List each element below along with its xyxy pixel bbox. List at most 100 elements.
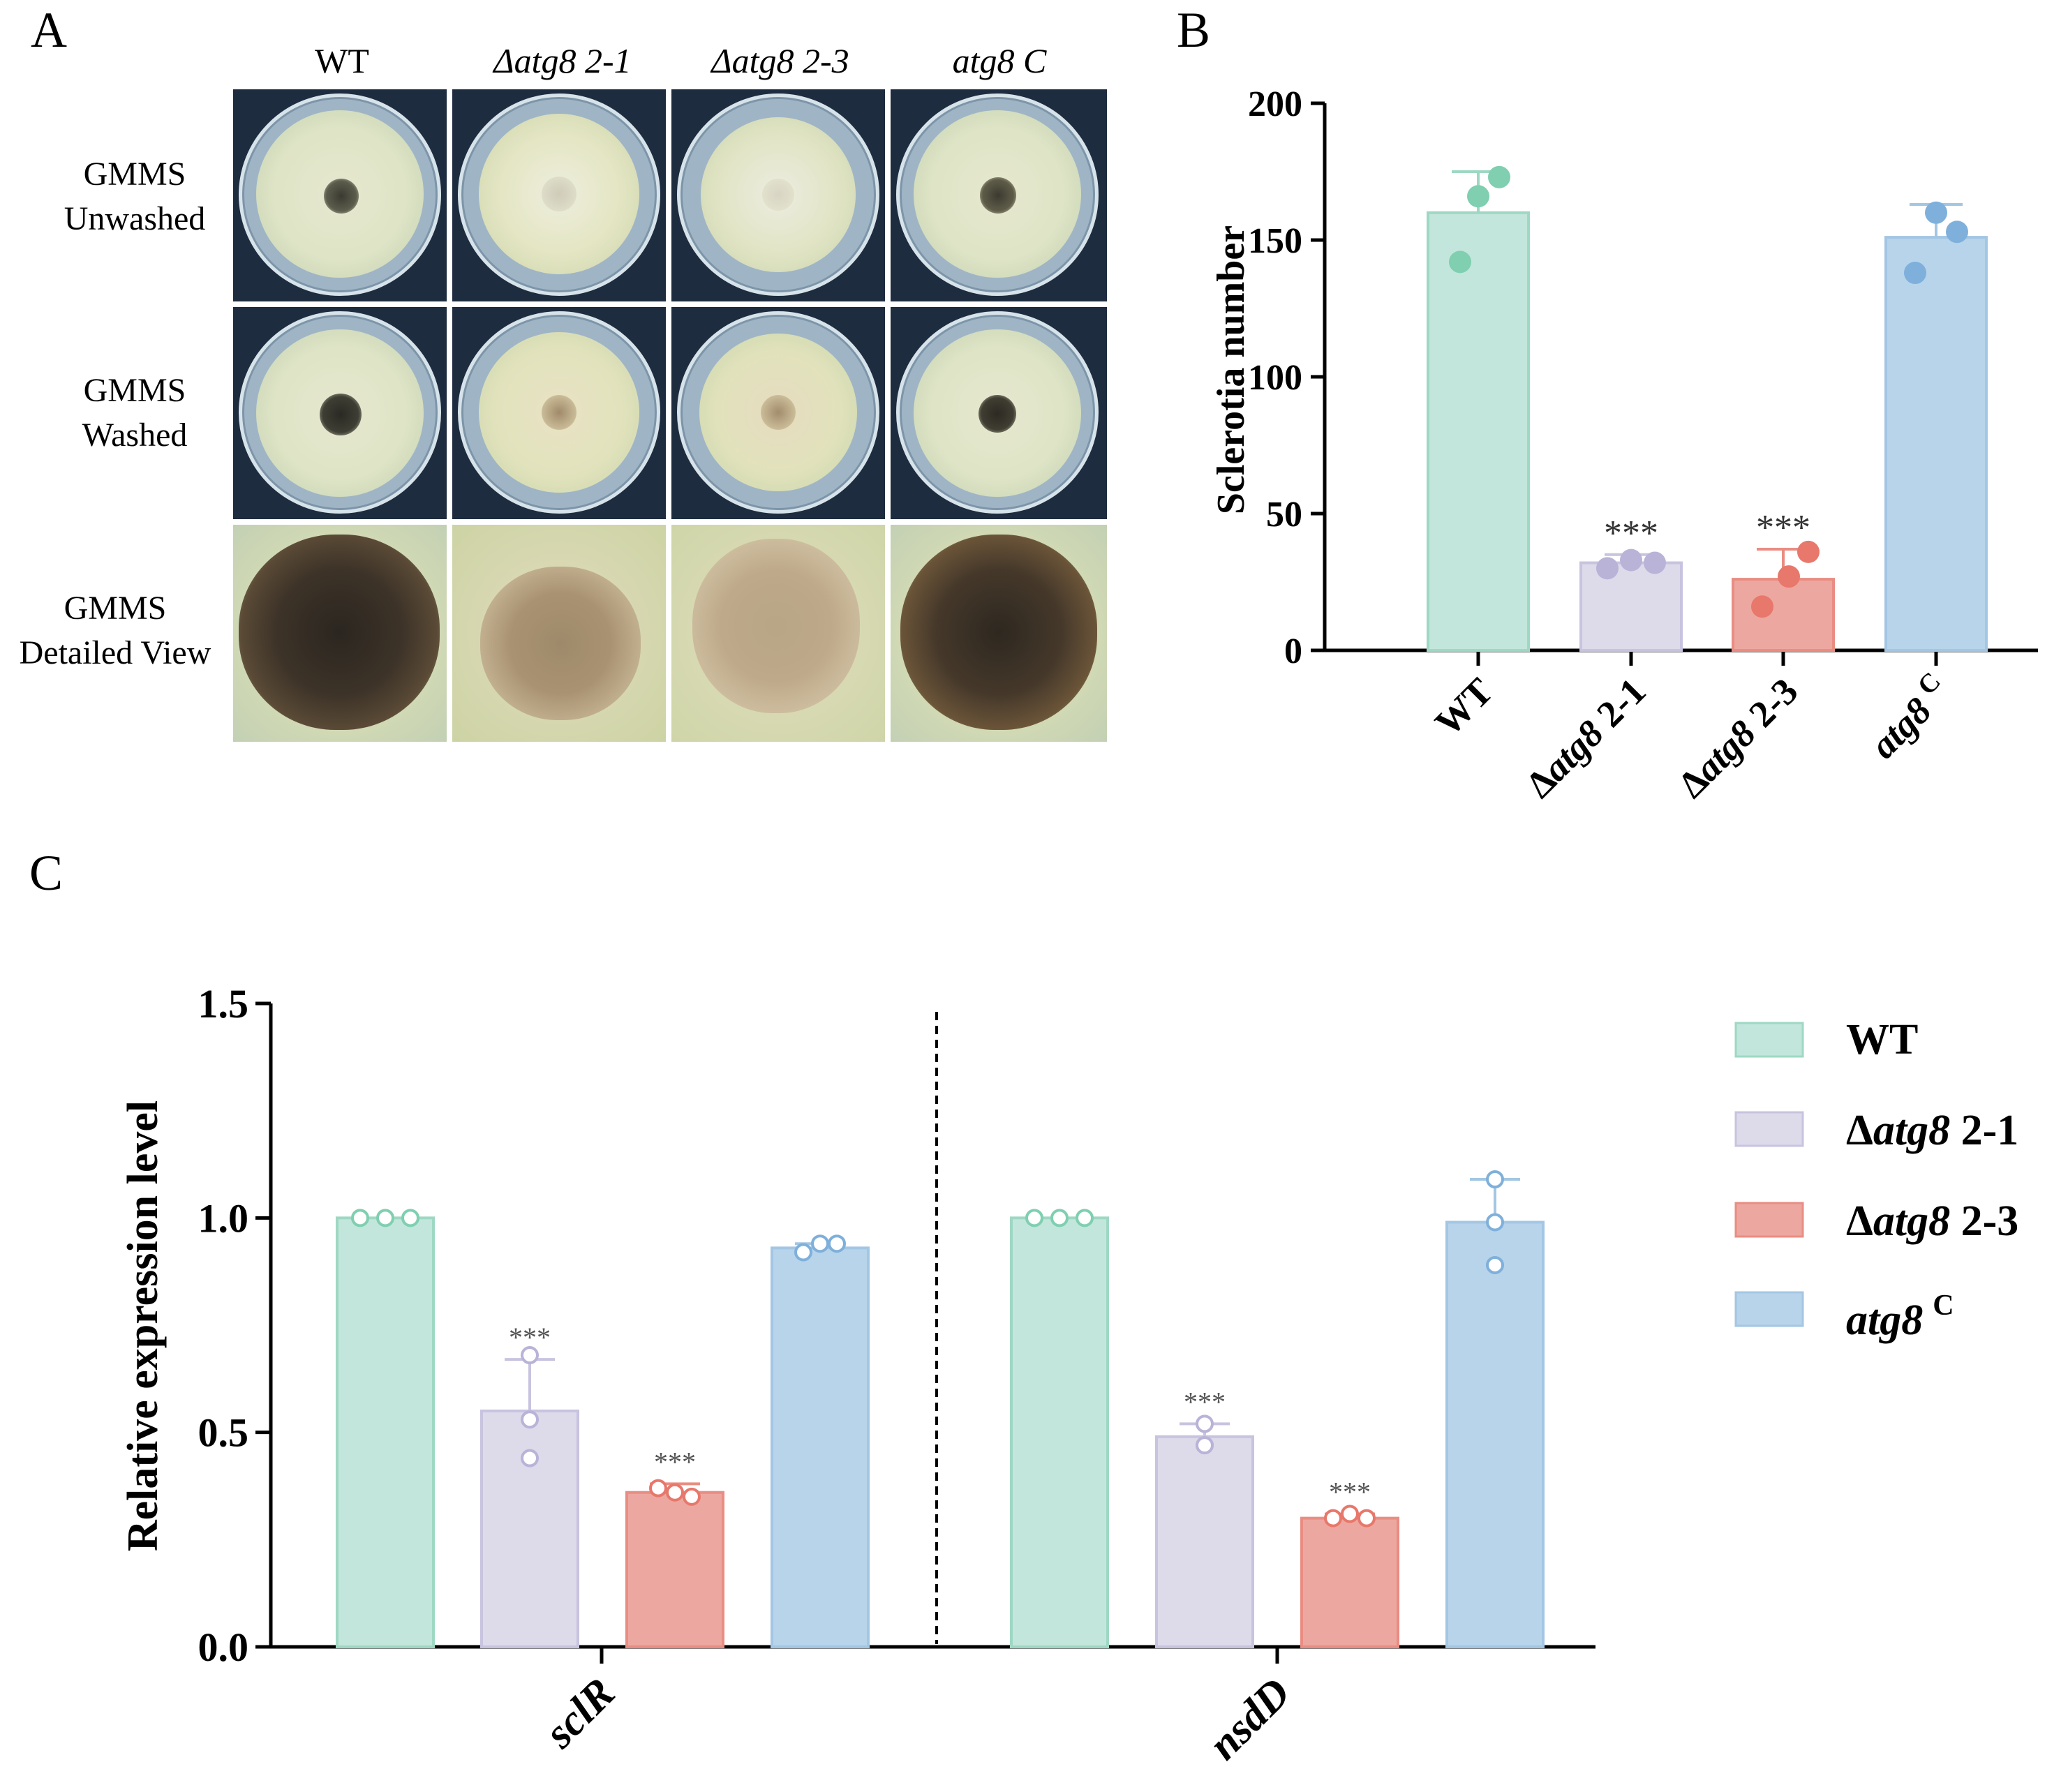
legend-label-comp: atg8 C [1846,1290,1954,1344]
panel-letter-c: C [29,845,64,901]
legend-label-d23: Δatg8 2-3 [1846,1197,2018,1245]
c-sig-label-1-1: *** [1184,1386,1226,1417]
c-point-0-2-2 [683,1487,701,1506]
col-header-d23: Δatg8 2-3 [671,40,889,81]
b-point-3-1 [1946,221,1968,244]
photo-d23-unwashed [671,89,885,301]
legend-label-d21-suffix: 2-1 [1950,1107,2018,1154]
b-y-tick-label-2: 100 [1248,358,1302,398]
c-x-tick-label-1: nsdD [1200,1669,1300,1769]
c-point-0-1-1 [521,1410,539,1429]
legend-swatch-d23 [1734,1202,1804,1238]
col-header-comp-text: atg8 C [952,41,1047,80]
c-sig-label-1-2: *** [1329,1476,1371,1507]
c-point-0-0-2 [401,1209,419,1227]
b-point-0-2 [1488,165,1510,188]
photo-d21-unwashed [452,89,666,301]
c-bar-0-0 [336,1216,435,1649]
legend-swatch-d21 [1734,1111,1804,1147]
c-point-1-3-0 [1486,1170,1504,1189]
c-point-1-2-2 [1357,1509,1376,1528]
c-bar-1-2 [1300,1516,1399,1649]
c-point-0-1-2 [521,1449,539,1468]
legend-swatch-comp [1734,1291,1804,1327]
c-point-1-3-2 [1486,1255,1504,1274]
legend-label-d21-prefix: Δ [1846,1107,1873,1154]
b-y-tick-label-3: 150 [1248,221,1302,261]
c-y-tick-label-1: 0.5 [198,1410,249,1456]
b-point-3-0 [1904,262,1926,285]
b-point-1-2 [1644,551,1666,574]
c-sig-label-0-2: *** [654,1446,696,1477]
colony-photo-grid [233,89,1107,742]
c-point-1-2-1 [1341,1504,1359,1523]
b-ylabel: Sclerotia number [1210,225,1253,514]
legend-label-comp-italic: atg8 [1846,1297,1923,1344]
row-header-washed-line2: Washed [82,417,188,454]
c-bar-1-0 [1010,1216,1109,1649]
b-y-tick-label-4: 200 [1248,84,1302,124]
c-y-tick-label-2: 1.0 [198,1195,249,1241]
col-header-d21: Δatg8 2-1 [454,40,671,81]
legend-label-comp-sup: C [1933,1290,1954,1322]
legend-label-d21: Δatg8 2-1 [1846,1107,2018,1154]
row-header-unwashed-line1: GMMS [83,156,186,193]
photo-wt-unwashed [233,89,447,301]
c-ylabel: Relative expression level [119,1100,167,1551]
c-point-0-2-0 [649,1479,667,1498]
col-header-d21-text: Δatg8 2-1 [493,41,632,80]
b-sig-label-2: *** [1756,508,1810,548]
c-bar-0-2 [625,1491,724,1648]
b-bar-0 [1427,211,1530,652]
photo-d21-detail [452,525,666,742]
b-significance: *** *** [1604,508,1810,553]
b-point-1-0 [1596,557,1619,580]
c-point-0-3-2 [828,1234,846,1253]
c-point-1-2-0 [1324,1509,1342,1528]
c-point-0-3-1 [811,1234,829,1253]
photo-comp-unwashed [891,89,1107,301]
c-x-tick-label-0: sclR [535,1669,624,1758]
b-point-2-0 [1751,595,1773,618]
c-y-tick-label-0: 0.0 [198,1625,249,1670]
c-point-1-0-1 [1050,1209,1069,1227]
b-y-tick-label-1: 50 [1266,495,1302,535]
c-bar-0-1 [480,1409,579,1649]
panel-letter-b: B [1177,2,1211,58]
row-header-unwashed: GMMS Unwashed [20,152,250,241]
legend-label-wt: WT [1846,1016,1918,1063]
photo-d23-detail [671,525,885,742]
c-point-0-0-1 [376,1209,394,1227]
c-point-0-1-0 [521,1346,539,1365]
b-y-tick-label-0: 0 [1284,632,1302,671]
photo-wt-detail [233,525,447,742]
c-point-1-0-2 [1076,1209,1094,1227]
c-points [351,1170,1504,1528]
c-point-1-3-1 [1486,1213,1504,1232]
c-sig-label-0-1: *** [509,1322,551,1353]
c-point-0-2-1 [666,1483,684,1502]
legend-label-d23-italic: atg8 [1873,1197,1950,1245]
row-header-detail-line1: GMMS [64,590,167,627]
c-bars [336,1216,1545,1649]
col-header-d23-text: Δatg8 2-3 [711,41,849,80]
c-bar-1-1 [1155,1435,1254,1648]
legend-label-d23-prefix: Δ [1846,1197,1873,1245]
b-point-2-1 [1778,565,1800,588]
col-header-comp: atg8 C [891,40,1108,81]
photo-comp-detail [891,525,1107,742]
c-point-0-0-0 [351,1209,369,1227]
photo-wt-washed [233,307,447,519]
row-header-detail: GMMS Detailed View [0,586,230,675]
legend-swatch-wt [1734,1022,1804,1058]
b-point-2-2 [1797,540,1820,563]
legend: WT Δatg8 2-1 Δatg8 2-3 atg8 C [1734,1016,2018,1344]
panel-letter-a: A [31,2,67,58]
row-header-unwashed-line2: Unwashed [64,200,206,237]
b-bars [1427,211,1988,652]
c-point-0-3-0 [794,1243,812,1262]
row-header-washed: GMMS Washed [20,368,250,458]
legend-label-d23-suffix: 2-3 [1950,1197,2018,1245]
